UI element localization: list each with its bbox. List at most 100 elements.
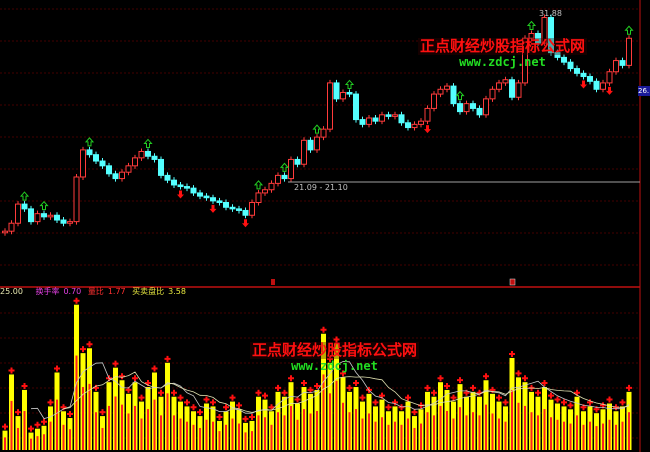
- volume-marker-icon: [535, 389, 541, 396]
- candle: [242, 209, 249, 216]
- candle: [275, 174, 281, 184]
- volume-inner-bar: [121, 404, 123, 450]
- header-value: 25.00: [0, 287, 23, 296]
- volume-inner-bar: [446, 410, 448, 450]
- candle: [626, 37, 632, 66]
- volume-marker-icon: [15, 409, 21, 416]
- volume-marker-icon: [483, 373, 489, 380]
- candle: [229, 206, 236, 210]
- volume-inner-bar: [290, 405, 292, 450]
- volume-inner-bar: [231, 418, 234, 450]
- candle: [307, 139, 314, 151]
- volume-marker-icon: [470, 384, 476, 391]
- candle: [47, 214, 54, 218]
- candle: [197, 192, 203, 197]
- volume-inner-bar: [348, 412, 351, 450]
- volume-marker-icon: [561, 399, 567, 406]
- watermark-text: 正点财经炒股指标公式网: [418, 37, 588, 55]
- candle: [470, 103, 476, 109]
- volume-inner-bar: [140, 418, 143, 450]
- volume-inner-bar: [244, 432, 247, 450]
- volume-marker-icon: [229, 394, 236, 401]
- volume-inner-bar: [36, 436, 39, 450]
- volume-marker-icon: [431, 389, 437, 396]
- volume-marker-icon: [606, 396, 613, 403]
- candle: [392, 114, 398, 117]
- candle: [125, 165, 132, 173]
- volume-inner-bar: [199, 427, 201, 450]
- candle: [2, 230, 8, 234]
- volume-marker-icon: [21, 382, 28, 389]
- candle: [613, 60, 619, 73]
- candle: [314, 136, 320, 151]
- candle: [574, 68, 580, 74]
- candles: [2, 14, 632, 236]
- volume-inner-bar: [491, 413, 494, 450]
- volume-inner-bar: [517, 402, 520, 450]
- signal-down-arrow-icon: [580, 80, 587, 89]
- candle: [145, 150, 151, 157]
- volume-marker-icon: [496, 394, 502, 401]
- volume-marker-icon: [288, 375, 294, 382]
- volume-marker-icon: [99, 409, 106, 416]
- volume-inner-bar: [225, 424, 227, 450]
- volume-marker-icon: [567, 402, 574, 409]
- volume-inner-bar: [465, 415, 468, 450]
- candle: [28, 208, 34, 223]
- candle: [171, 179, 177, 186]
- volume-inner-bar: [153, 399, 156, 450]
- candle: [502, 79, 509, 84]
- volume-inner-bar: [576, 415, 578, 450]
- volume-inner-bar: [88, 383, 91, 450]
- candle: [463, 103, 470, 113]
- candle: [294, 158, 301, 165]
- candle: [320, 128, 327, 138]
- volume-inner-bar: [257, 415, 260, 450]
- volume-inner-bar: [192, 424, 195, 450]
- candle: [164, 174, 171, 181]
- volume-marker-icon: [190, 404, 197, 411]
- high-price-label: 31.88: [539, 9, 562, 18]
- volume-marker-icon: [203, 396, 210, 403]
- volume-inner-bar: [17, 427, 19, 450]
- indicator-header: 25.00 换手率 0.70 量比 1.77 买卖盘比 3.58: [0, 286, 190, 297]
- candle: [216, 200, 223, 203]
- volume-inner-bar: [75, 355, 78, 450]
- volume-marker-icon: [86, 341, 93, 348]
- candle: [554, 52, 561, 58]
- volume-marker-icon: [223, 404, 229, 411]
- volume-marker-icon: [41, 418, 47, 425]
- watermark-text: 正点财经炒股指标公式网: [250, 341, 420, 359]
- volume-marker-icon: [379, 392, 385, 399]
- volume-marker-icon: [600, 402, 606, 409]
- volume-inner-bar: [628, 412, 630, 450]
- volume-inner-bar: [30, 438, 32, 450]
- watermark: 正点财经炒股指标公式网 www.zdcj.net: [250, 341, 420, 372]
- volume-marker-icon: [437, 375, 444, 382]
- volume-ratio-value: 1.77: [107, 287, 126, 296]
- volume-marker-icon: [580, 404, 587, 411]
- volume-marker-icon: [184, 399, 190, 406]
- candle: [528, 32, 535, 39]
- candle: [515, 82, 522, 98]
- volume-marker-icon: [593, 406, 600, 413]
- volume-inner-bar: [251, 431, 253, 450]
- volume-inner-bar: [335, 380, 338, 450]
- candle: [190, 187, 197, 194]
- watermark-url: www.zdcj.net: [459, 55, 546, 69]
- volume-ma-lines: [30, 361, 630, 420]
- volume-marker-icon: [457, 377, 463, 384]
- candle: [340, 91, 346, 100]
- candle: [587, 76, 593, 82]
- volume-inner-bar: [303, 409, 305, 450]
- candle: [353, 93, 359, 121]
- candle: [424, 107, 431, 122]
- candle: [249, 201, 255, 216]
- volume-marker-icon: [138, 394, 145, 401]
- volume-ma-line: [30, 361, 630, 420]
- volume-inner-bar: [595, 426, 598, 450]
- volume-inner-bar: [582, 424, 585, 450]
- volume-inner-bar: [23, 410, 26, 450]
- signal-up-arrow-icon: [279, 162, 290, 172]
